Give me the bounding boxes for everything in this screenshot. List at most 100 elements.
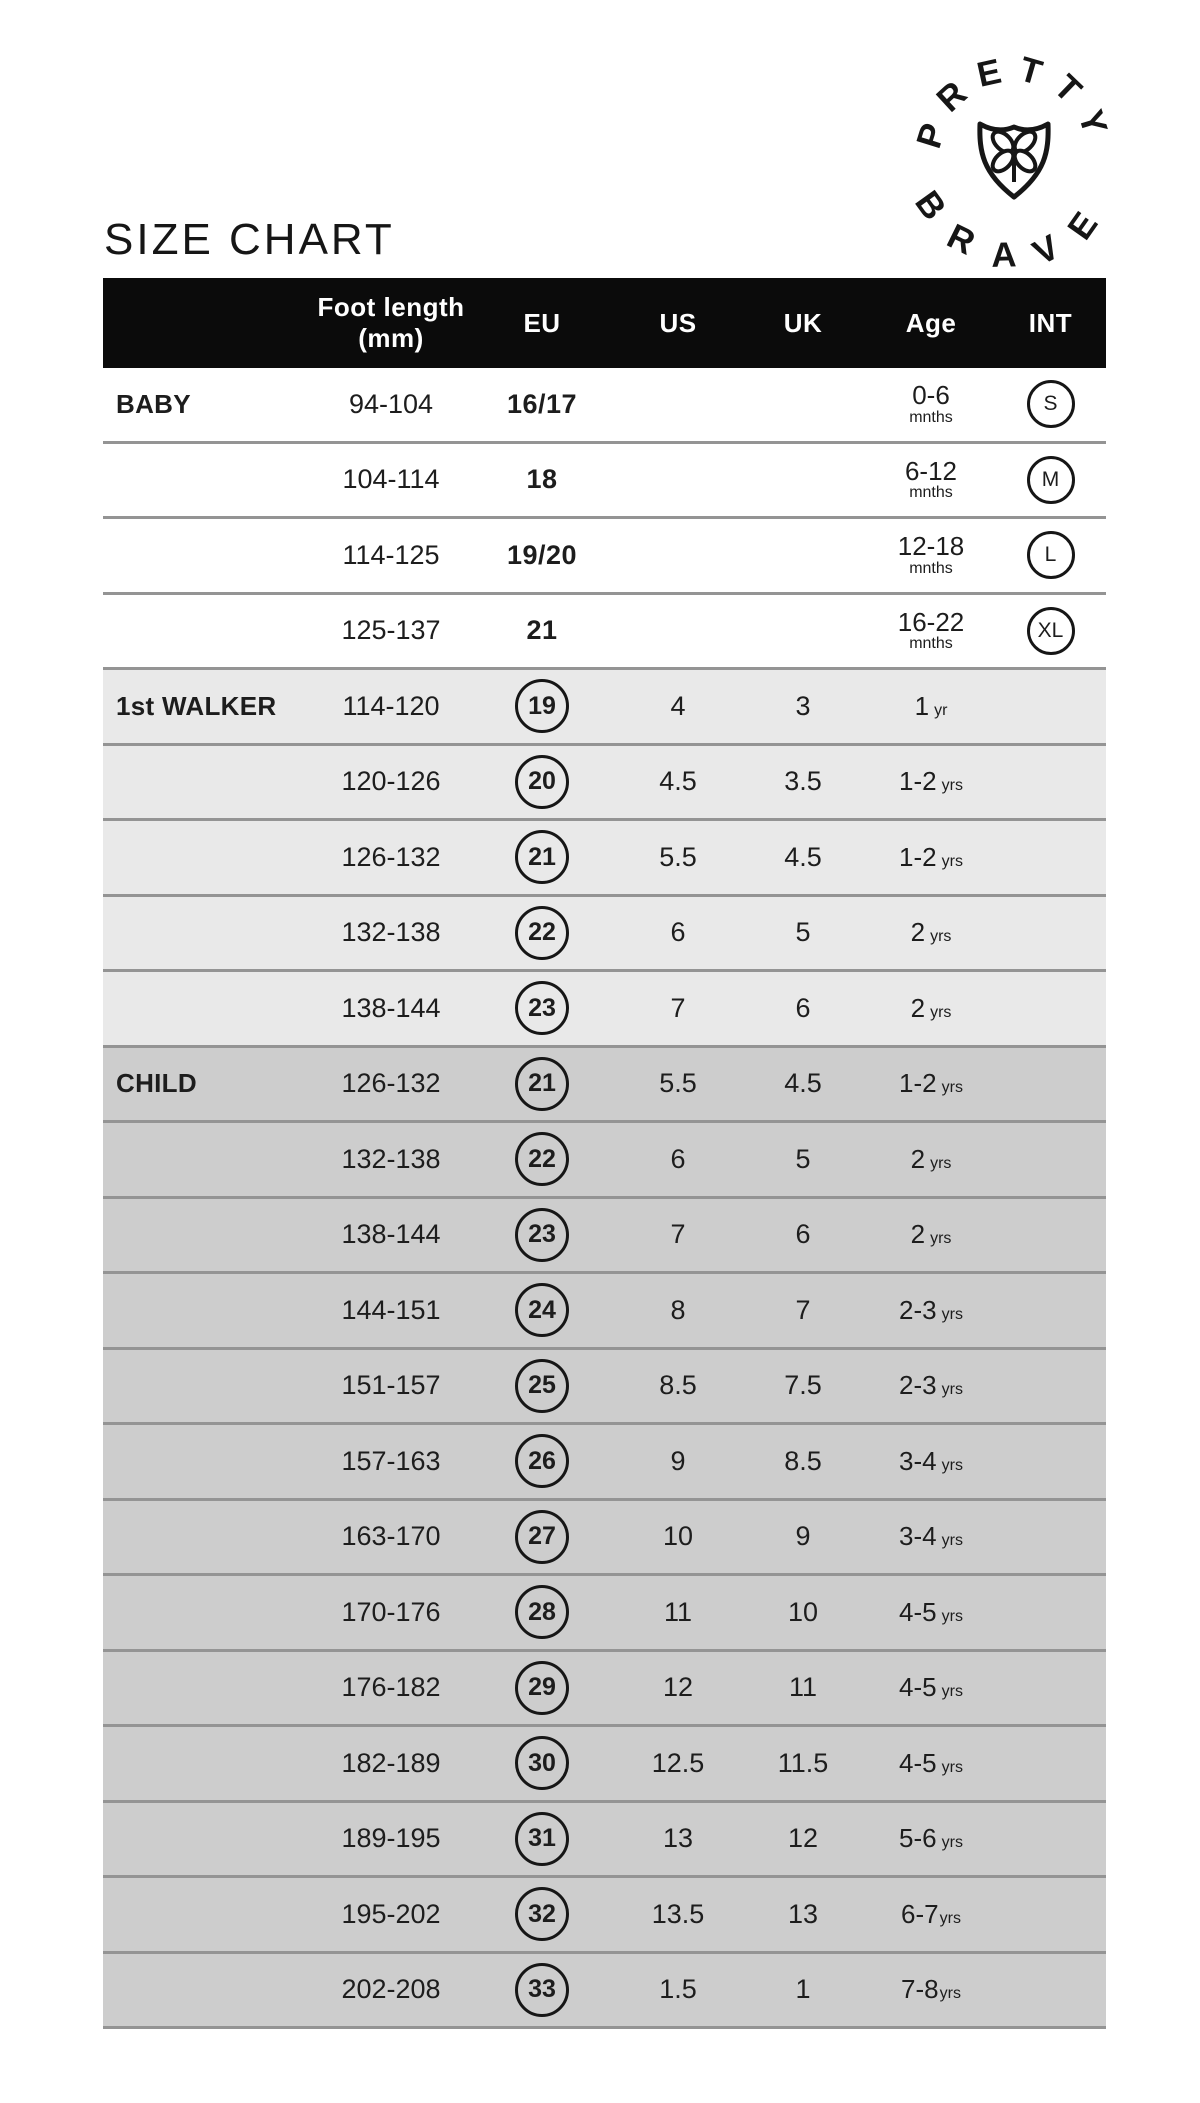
cell-foot-length: 125-137 <box>341 615 441 646</box>
table-row: 195-202 32 13.5 13 6-7 yrs <box>103 1878 1106 1954</box>
age-value: 4-5 <box>899 1596 937 1627</box>
eu-size-value: 16/17 <box>506 388 578 419</box>
eu-size-circle: 25 <box>515 1358 569 1413</box>
cell-foot-length: 144-151 <box>341 1294 441 1325</box>
cell-us: 7 <box>670 1219 686 1250</box>
age-value: 7-8 <box>901 1974 939 2005</box>
age-value: 4-5 <box>899 1672 937 1703</box>
int-size-circle: S <box>1026 380 1075 429</box>
age-unit: yrs <box>941 1532 963 1550</box>
cell-age: 16-22 mnths <box>867 606 995 653</box>
eu-size-circle: 22 <box>515 905 569 960</box>
age-value: 6-12 <box>904 455 958 486</box>
cell-int: XL <box>995 606 1106 655</box>
age-unit: yrs <box>941 1834 963 1852</box>
age-unit: yrs <box>941 1607 963 1625</box>
cell-us: 8.5 <box>659 1370 697 1401</box>
cell-uk: 12 <box>787 1823 819 1854</box>
age-unit: yrs <box>941 1381 963 1399</box>
eu-size-circle: 20 <box>515 754 569 809</box>
cell-us: 5.5 <box>659 841 697 872</box>
cell-us: 10 <box>662 1521 694 1552</box>
cell-age: 4-5 yrs <box>867 1672 995 1703</box>
cell-uk: 8.5 <box>784 1445 822 1476</box>
age-value: 3-4 <box>899 1445 937 1476</box>
cell-age: 2 yrs <box>867 917 995 948</box>
cell-category: BABY <box>116 388 191 419</box>
age-unit: yrs <box>939 1909 961 1927</box>
cell-age: 0-6 mnths <box>867 381 995 426</box>
cell-us: 6 <box>670 1143 686 1174</box>
header-foot-length-line2: (mm) <box>358 323 424 353</box>
cell-uk: 9 <box>795 1521 811 1552</box>
cell-eu: 29 <box>467 1660 617 1715</box>
eu-size-circle: 31 <box>515 1811 569 1866</box>
cell-uk: 6 <box>795 992 811 1023</box>
cell-us: 12 <box>662 1672 694 1703</box>
age-unit: yrs <box>941 1683 963 1701</box>
cell-foot-length: 176-182 <box>341 1672 441 1703</box>
cell-age: 2 yrs <box>867 1144 995 1175</box>
eu-size-circle: 22 <box>515 1132 569 1187</box>
header-cell-eu: EU <box>523 307 561 338</box>
table-row: 126-132 21 5.5 4.5 1-2 yrs <box>103 821 1106 897</box>
cell-eu: 23 <box>467 981 617 1036</box>
age-unit: yrs <box>941 1758 963 1776</box>
age-value: 1-2 <box>899 1068 937 1099</box>
table-row: 170-176 28 11 10 4-5 yrs <box>103 1576 1106 1652</box>
cell-eu: 21 <box>467 1056 617 1111</box>
cell-uk: 11 <box>788 1672 818 1703</box>
header-cell-int: INT <box>1028 307 1073 338</box>
age-value: 16-22 <box>897 606 965 637</box>
table-row: 182-189 30 12.5 11.5 4-5 yrs <box>103 1727 1106 1803</box>
cell-foot-length: 170-176 <box>341 1596 441 1627</box>
cell-eu: 27 <box>467 1509 617 1564</box>
cell-eu: 31 <box>467 1811 617 1866</box>
cell-foot-length: 163-170 <box>341 1521 441 1552</box>
cell-us: 5.5 <box>659 1068 697 1099</box>
eu-size-circle: 30 <box>515 1736 569 1791</box>
cell-age: 6-7 yrs <box>867 1899 995 1930</box>
cell-category: CHILD <box>116 1068 197 1099</box>
cell-us: 12.5 <box>651 1747 705 1778</box>
cell-uk: 4.5 <box>784 1068 822 1099</box>
header-cell-us: US <box>659 307 697 338</box>
cell-age: 2-3 yrs <box>867 1370 995 1401</box>
int-size-circle: M <box>1026 455 1075 504</box>
eu-size-circle: 24 <box>515 1283 569 1338</box>
table-row: 132-138 22 6 5 2 yrs <box>103 896 1106 972</box>
cell-uk: 10 <box>787 1596 819 1627</box>
size-chart-table: Foot length (mm) EU US UK Age INT BABY 94… <box>103 278 1106 2029</box>
cell-us: 9 <box>670 1445 686 1476</box>
table-row: 1st WALKER 114-120 19 4 3 1 yr <box>103 670 1106 746</box>
cell-age: 7-8 yrs <box>867 1974 995 2005</box>
cell-age: 4-5 yrs <box>867 1748 995 1779</box>
header-foot-length-line1: Foot length <box>317 292 465 323</box>
age-value: 4-5 <box>899 1747 937 1778</box>
cell-age: 2 yrs <box>867 993 995 1024</box>
table-row: 114-125 19/20 12-18 mnths L <box>103 519 1106 595</box>
cell-uk: 11.5 <box>777 1747 829 1778</box>
cell-int: S <box>995 380 1106 429</box>
age-unit: yrs <box>941 1079 963 1097</box>
age-value: 1-2 <box>899 766 937 797</box>
eu-size-value: 18 <box>526 464 558 495</box>
eu-size-circle: 23 <box>515 1207 569 1262</box>
cell-eu: 30 <box>467 1736 617 1791</box>
eu-size-circle: 33 <box>515 1962 569 2017</box>
table-row: 144-151 24 8 7 2-3 yrs <box>103 1274 1106 1350</box>
cell-eu: 20 <box>467 754 617 809</box>
cell-uk: 7 <box>795 1294 811 1325</box>
shield-clover-icon <box>977 121 1051 200</box>
cell-foot-length: 94-104 <box>348 388 434 419</box>
eu-size-circle: 26 <box>515 1434 569 1489</box>
age-value: 1 <box>914 690 930 721</box>
int-size-circle: L <box>1026 531 1075 580</box>
cell-foot-length: 132-138 <box>341 1143 441 1174</box>
table-row: 132-138 22 6 5 2 yrs <box>103 1123 1106 1199</box>
eu-size-circle: 29 <box>515 1660 569 1715</box>
cell-foot-length: 151-157 <box>341 1370 441 1401</box>
cell-foot-length: 202-208 <box>341 1974 441 2005</box>
cell-eu: 16/17 <box>467 389 617 420</box>
age-unit: yrs <box>941 777 963 795</box>
